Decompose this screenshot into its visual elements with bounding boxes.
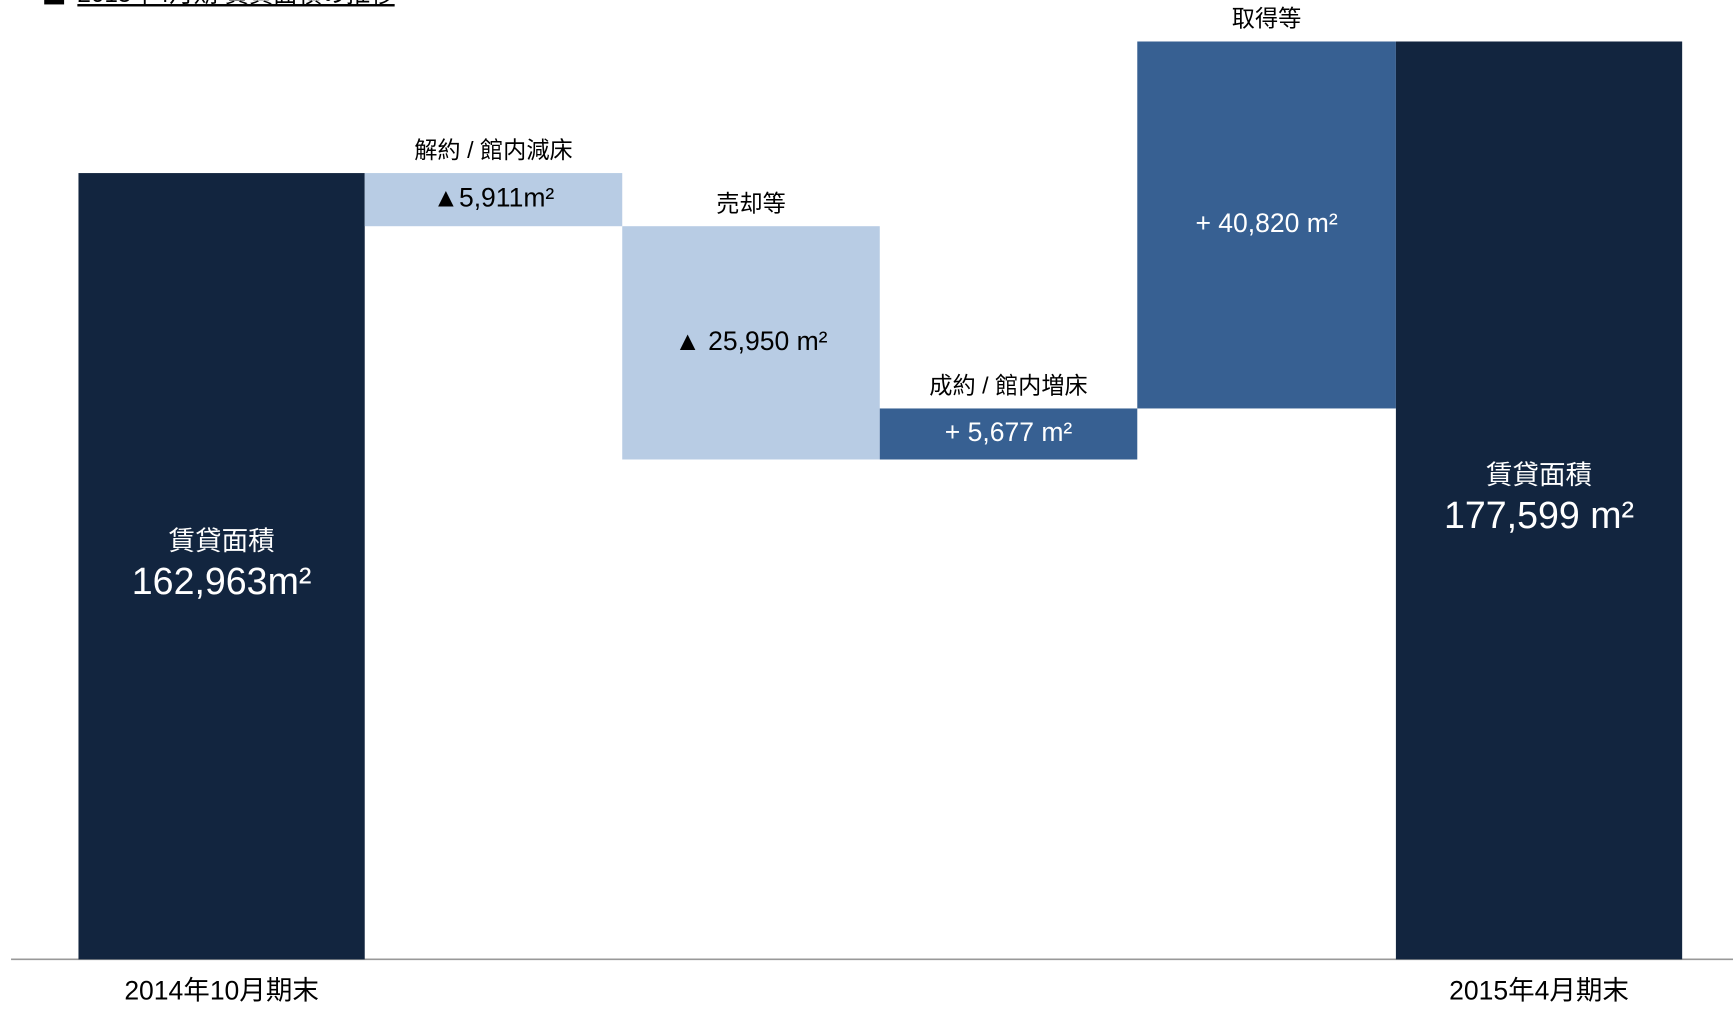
value-label: + 5,677 m²: [945, 417, 1073, 447]
total-label: 賃貸面積: [169, 526, 275, 556]
bar: [622, 226, 880, 460]
value-label: 177,599 m²: [1444, 494, 1634, 536]
value-label: 162,963m²: [132, 560, 312, 602]
value-label: ▲ 25,950 m²: [675, 326, 828, 356]
bar: [78, 173, 365, 960]
bar: [879, 408, 1138, 460]
value-label: + 40,820 m²: [1195, 208, 1337, 238]
bar: [364, 173, 623, 227]
bar: [1137, 41, 1396, 409]
x-tick-label: 2014年10月期末: [124, 976, 319, 1006]
value-label: ▲5,911m²: [433, 183, 555, 213]
chart-title: 2015年4月期 賃貸面積の推移: [77, 0, 394, 8]
category-label: 売却等: [716, 190, 786, 216]
category-label: 成約 / 館内増床: [929, 373, 1087, 399]
title-marker: [44, 0, 65, 5]
x-tick-label: 2015年4月期末: [1449, 976, 1629, 1006]
total-label: 賃貸面積: [1486, 460, 1592, 490]
category-label: 取得等: [1232, 6, 1302, 32]
bar: [1395, 41, 1683, 960]
category-label: 解約 / 館内減床: [414, 137, 572, 163]
